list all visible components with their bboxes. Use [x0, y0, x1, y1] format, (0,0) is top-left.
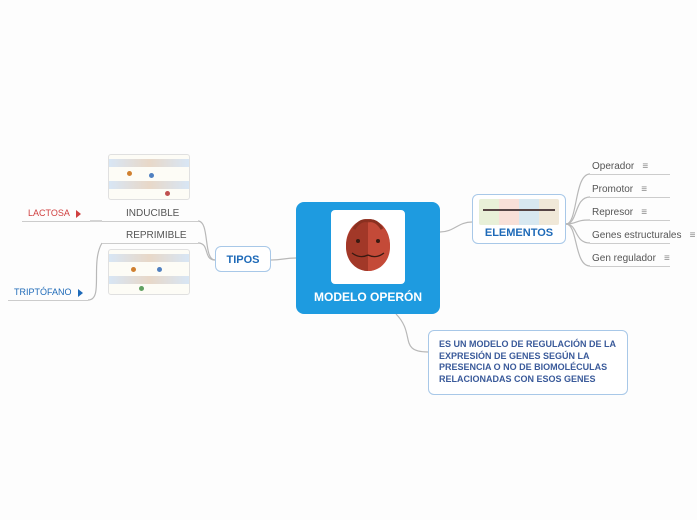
lactosa-leaf[interactable]: LACTOSA — [28, 208, 81, 218]
leaf-underline — [590, 243, 670, 244]
elementos-leaf[interactable]: Genes estructurales ≡ — [592, 230, 697, 241]
central-title: MODELO OPERÓN — [304, 290, 432, 304]
leaf-underline — [102, 221, 198, 222]
leaf-underline — [590, 174, 670, 175]
elementos-leaf[interactable]: Gen regulador ≡ — [592, 253, 672, 264]
elementos-thumb — [479, 199, 559, 225]
elementos-leaf-label: Genes estructurales — [592, 230, 682, 241]
expand-icon — [76, 210, 81, 218]
menu-icon: ≡ — [639, 184, 649, 195]
central-image — [331, 210, 405, 284]
reprimible-label: REPRIMIBLE — [126, 230, 187, 241]
leaf-underline — [8, 300, 88, 301]
description-text: ES UN MODELO DE REGULACIÓN DE LA EXPRESI… — [439, 339, 616, 384]
leaf-underline — [590, 197, 670, 198]
triptofano-leaf[interactable]: TRIPTÓFANO — [14, 287, 83, 297]
elementos-node[interactable]: ELEMENTOS — [472, 194, 566, 244]
menu-icon: ≡ — [662, 253, 672, 264]
menu-icon: ≡ — [639, 207, 649, 218]
reprimible-thumb[interactable] — [108, 249, 190, 295]
leaf-underline — [22, 221, 90, 222]
elementos-leaf[interactable]: Promotor ≡ — [592, 184, 649, 195]
leaf-underline — [102, 243, 198, 244]
leaf-underline — [590, 220, 670, 221]
inducible-thumb[interactable] — [108, 154, 190, 200]
elementos-leaf-label: Operador — [592, 161, 634, 172]
elementos-leaf-label: Represor — [592, 207, 633, 218]
tipos-node[interactable]: TIPOS — [215, 246, 271, 272]
central-node[interactable]: MODELO OPERÓN — [296, 202, 440, 314]
elementos-leaf-label: Gen regulador — [592, 253, 656, 264]
elementos-title: ELEMENTOS — [479, 227, 559, 239]
lactosa-label: LACTOSA — [28, 208, 69, 218]
leaf-underline — [590, 266, 670, 267]
elementos-leaf[interactable]: Operador ≡ — [592, 161, 650, 172]
expand-icon — [78, 289, 83, 297]
elementos-leaf-label: Promotor — [592, 184, 633, 195]
menu-icon: ≡ — [640, 161, 650, 172]
triptofano-label: TRIPTÓFANO — [14, 287, 72, 297]
menu-icon: ≡ — [688, 230, 697, 241]
description-node[interactable]: ES UN MODELO DE REGULACIÓN DE LA EXPRESI… — [428, 330, 628, 395]
mindmap-canvas: MODELO OPERÓN ELEMENTOS TIPOS ES UN MODE… — [0, 0, 697, 520]
tipos-title: TIPOS — [226, 254, 259, 266]
elementos-leaf[interactable]: Represor ≡ — [592, 207, 649, 218]
inducible-label: INDUCIBLE — [126, 208, 179, 219]
